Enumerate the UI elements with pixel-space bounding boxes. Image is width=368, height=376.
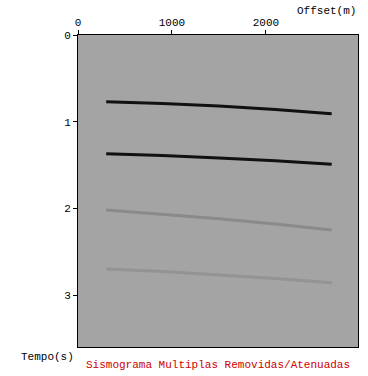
svg-text:0: 0 bbox=[64, 30, 71, 42]
svg-text:1000: 1000 bbox=[159, 17, 185, 29]
svg-text:Tempo(s): Tempo(s) bbox=[21, 351, 74, 363]
svg-text:0: 0 bbox=[75, 17, 82, 29]
svg-text:Sismograma Multiplas Removidas: Sismograma Multiplas Removidas/Atenuadas bbox=[86, 359, 350, 371]
svg-text:Offset(m): Offset(m) bbox=[297, 5, 356, 17]
svg-text:2: 2 bbox=[64, 203, 71, 215]
svg-text:2000: 2000 bbox=[253, 17, 279, 29]
svg-text:3: 3 bbox=[64, 290, 71, 302]
svg-text:1: 1 bbox=[64, 117, 71, 129]
